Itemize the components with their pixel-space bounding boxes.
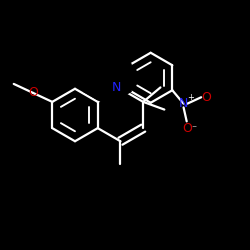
Text: N: N (179, 97, 188, 110)
Text: +: + (188, 93, 194, 102)
Text: O: O (182, 122, 192, 136)
Text: ⁻: ⁻ (192, 124, 197, 134)
Text: N: N (112, 81, 122, 94)
Text: O: O (28, 86, 38, 100)
Polygon shape (86, 53, 129, 103)
Text: O: O (202, 91, 211, 104)
